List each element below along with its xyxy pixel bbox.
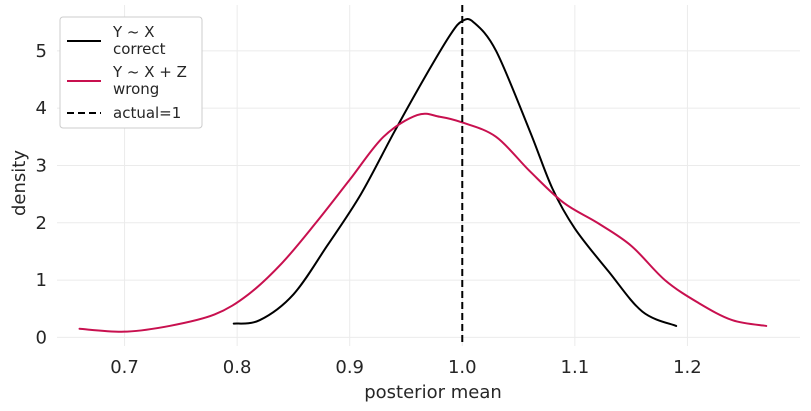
x-tick-label: 1.0 (448, 357, 477, 378)
legend-box (59, 16, 203, 129)
y-tick-labels: 0 1 2 3 4 5 (36, 41, 47, 349)
x-tick-label: 0.9 (335, 357, 364, 378)
x-tick-label: 0.7 (110, 357, 139, 378)
x-tick-label: 1.1 (561, 357, 590, 378)
y-axis-label: density (9, 150, 30, 216)
y-tick-label: 5 (36, 41, 47, 62)
series-line-wrong (78, 112, 768, 333)
legend-label-correct-line2: correct (113, 40, 166, 58)
legend: Y ~ X correct Y ~ X + Z wrong actual=1 (59, 16, 203, 129)
legend-label-actual: actual=1 (113, 104, 181, 122)
legend-label-wrong-line2: wrong (113, 80, 159, 98)
series-lines (78, 5, 768, 346)
legend-label-wrong-line1: Y ~ X + Z (112, 63, 187, 81)
y-tick-label: 1 (36, 270, 47, 291)
x-axis-label: posterior mean (364, 382, 502, 403)
y-tick-label: 4 (36, 98, 47, 119)
x-tick-labels: 0.7 0.8 0.9 1.0 1.1 1.2 (110, 357, 702, 378)
y-tick-label: 0 (36, 327, 47, 348)
y-tick-label: 3 (36, 155, 47, 176)
y-tick-label: 2 (36, 213, 47, 234)
x-tick-label: 0.8 (223, 357, 252, 378)
x-tick-label: 1.2 (673, 357, 702, 378)
legend-label-correct-line1: Y ~ X (112, 23, 155, 41)
